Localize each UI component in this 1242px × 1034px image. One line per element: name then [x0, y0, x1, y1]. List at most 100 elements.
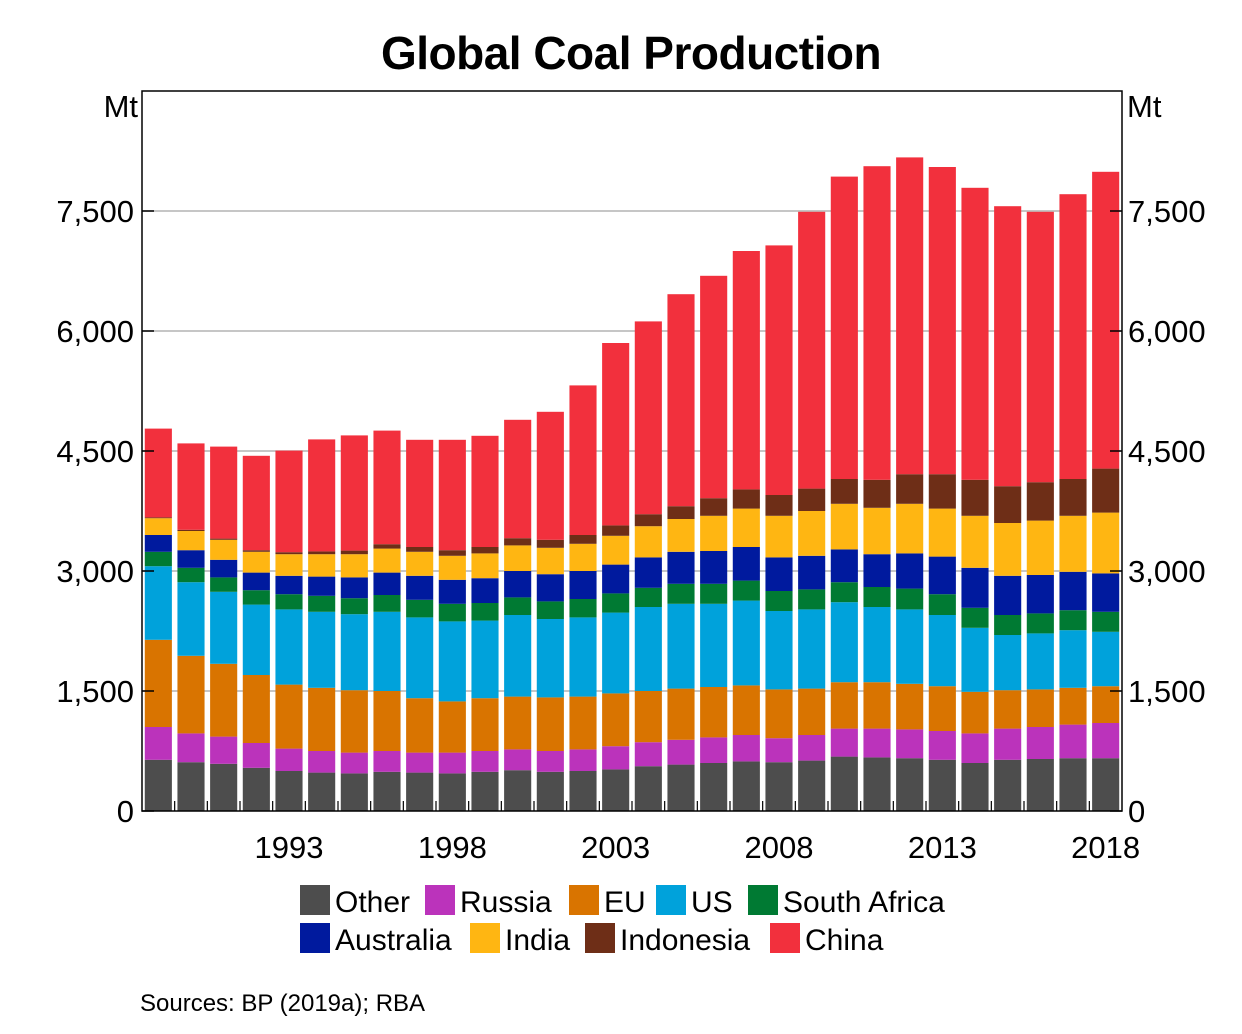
bar-stack-2000 [504, 419, 532, 811]
bar-segment-eu [177, 655, 205, 734]
bar-segment-india [798, 511, 826, 556]
legend-swatch-indonesia [585, 923, 615, 953]
legend-swatch-south-africa [748, 885, 778, 915]
bar-segment-other [1092, 758, 1120, 811]
bar-segment-other [438, 773, 466, 811]
bar-segment-india [1092, 512, 1120, 574]
bar-segment-eu [210, 663, 238, 737]
bar-segment-us [700, 603, 728, 687]
bar-segment-china [210, 446, 238, 539]
bar-segment-russia [732, 735, 760, 762]
bar-segment-china [1026, 211, 1054, 483]
chart-title: Global Coal Production [380, 27, 882, 79]
bar-segment-india [928, 508, 956, 557]
bar-segment-australia [667, 551, 695, 584]
bar-segment-us [798, 609, 826, 689]
bar-segment-eu [471, 698, 499, 751]
bar-segment-india [242, 551, 270, 573]
legend-label-china: China [805, 924, 884, 957]
bar-segment-indonesia [667, 506, 695, 519]
bar-segment-south-africa [863, 587, 891, 607]
bar-segment-us [144, 566, 172, 640]
bar-segment-other [667, 764, 695, 811]
bar-segment-australia [406, 575, 434, 600]
bar-segment-indonesia [1059, 479, 1087, 516]
x-tick-label: 2013 [908, 830, 977, 865]
y-tick-label-right: 0 [1128, 794, 1145, 829]
y-axis-left: 0 1,500 3,000 4,500 6,000 7,500 [56, 194, 154, 829]
bar-segment-other [340, 773, 368, 811]
bar-segment-russia [210, 736, 238, 764]
bar-segment-india [569, 543, 597, 571]
bar-segment-south-africa [798, 589, 826, 610]
bar-stack-1998 [438, 439, 466, 811]
bar-segment-us [961, 627, 989, 692]
bar-segment-russia [275, 748, 303, 771]
legend-label-other: Other [335, 886, 410, 919]
bar-segment-russia [144, 727, 172, 760]
y-tick-label-right: 4,500 [1128, 434, 1206, 469]
legend-swatch-us [656, 885, 686, 915]
y-tick-label-left: 6,000 [56, 314, 134, 349]
bar-stack-1991 [210, 446, 238, 811]
bar-segment-australia [504, 571, 532, 598]
bar-segment-other [308, 772, 336, 811]
bar-segment-russia [406, 752, 434, 773]
bar-segment-india [602, 535, 630, 565]
bar-stack-2011 [863, 166, 891, 811]
bar-segment-indonesia [700, 498, 728, 516]
bar-segment-china [896, 157, 924, 475]
grid-lines [142, 210, 1122, 692]
bar-segment-china [373, 430, 401, 545]
bar-segment-india [275, 554, 303, 576]
bar-stack-1992 [242, 455, 270, 811]
bar-segment-us [896, 609, 924, 684]
bar-segment-eu [1026, 689, 1054, 727]
bar-segment-russia [830, 728, 858, 757]
bar-segment-australia [1026, 575, 1054, 614]
bar-segment-us [765, 611, 793, 690]
bar-segment-australia [830, 549, 858, 583]
bar-segment-eu [830, 682, 858, 729]
bar-segment-south-africa [504, 597, 532, 615]
bar-segment-eu [1059, 687, 1087, 725]
bar-segment-eu [144, 639, 172, 727]
bar-segment-russia [1059, 724, 1087, 759]
bar-segment-eu [373, 691, 401, 751]
bar-segment-australia [928, 556, 956, 595]
bar-segment-indonesia [504, 538, 532, 546]
bar-segment-other [700, 763, 728, 811]
bar-segment-india [732, 508, 760, 547]
bar-segment-us [210, 591, 238, 664]
bar-segment-india [373, 548, 401, 573]
bar-segment-russia [896, 729, 924, 759]
bar-stack-2002 [569, 385, 597, 811]
bar-segment-indonesia [830, 479, 858, 504]
bar-segment-russia [340, 752, 368, 774]
bar-segment-india [634, 526, 662, 558]
bar-segment-china [798, 211, 826, 489]
bar-segment-other [242, 767, 270, 811]
bar-stack-2018 [1092, 171, 1120, 811]
bar-segment-south-africa [765, 591, 793, 611]
bar-segment-india [896, 503, 924, 554]
bar-segment-indonesia [438, 550, 466, 556]
bar-segment-indonesia [308, 551, 336, 555]
bar-segment-china [569, 385, 597, 535]
bar-segment-australia [961, 567, 989, 608]
bar-segment-eu [667, 688, 695, 740]
bar-segment-australia [1092, 573, 1120, 612]
bar-segment-india [1059, 515, 1087, 572]
legend-label-russia: Russia [460, 886, 552, 919]
bar-segment-india [765, 515, 793, 558]
bar-segment-australia [994, 575, 1022, 615]
bar-segment-australia [798, 555, 826, 590]
bar-segment-eu [896, 683, 924, 730]
bar-segment-us [928, 615, 956, 687]
bar-stack-2017 [1059, 194, 1087, 811]
bar-segment-russia [242, 743, 270, 768]
y-tick-label-right: 7,500 [1128, 194, 1206, 229]
bar-segment-south-africa [242, 590, 270, 605]
bar-segment-other [830, 756, 858, 811]
bar-segment-china [504, 419, 532, 539]
